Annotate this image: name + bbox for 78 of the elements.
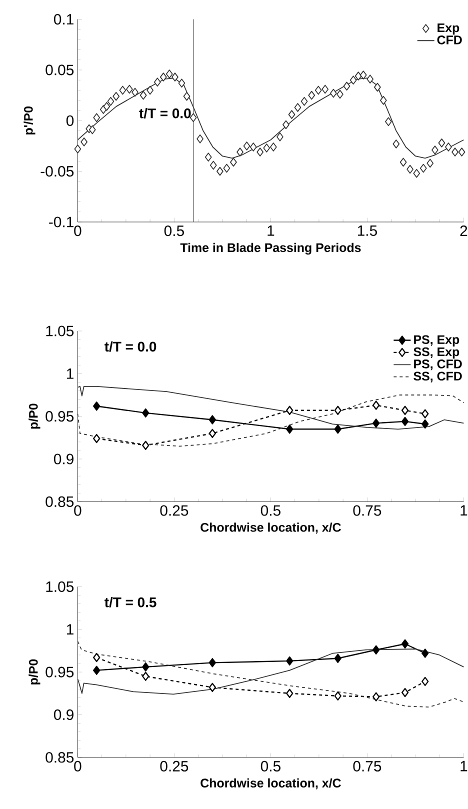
x-tick-label: 1 — [460, 760, 468, 772]
y-tick-label: 0.1 — [54, 14, 74, 25]
point — [422, 409, 429, 418]
point — [93, 666, 100, 675]
legend-label: PS, CFD — [414, 360, 462, 370]
point — [422, 648, 429, 658]
point — [334, 654, 342, 663]
y-axis-title: p/P0 — [28, 659, 40, 684]
point — [422, 676, 429, 686]
y-tick-label: 0.85 — [46, 752, 74, 763]
point — [286, 406, 294, 415]
x-tick-label: 1.5 — [358, 226, 377, 236]
y-tick-label: 0.85 — [46, 496, 74, 507]
point — [401, 639, 409, 648]
y-tick-label: 0.05 — [46, 64, 74, 76]
point — [93, 652, 100, 662]
y-tick-label: 0.9 — [54, 709, 74, 720]
y-axis-title: p'/P0 — [24, 106, 36, 134]
point — [372, 645, 380, 654]
x-axis-title: Time in Blade Passing Periods — [180, 242, 361, 255]
point — [401, 406, 409, 415]
x-tick-label: 0.25 — [160, 505, 188, 516]
annotation: t/T = 0.0 — [104, 341, 156, 352]
point — [372, 692, 380, 702]
x-tick-label: 0.5 — [164, 226, 184, 236]
point — [372, 400, 380, 410]
y-tick-label: 0.95 — [46, 411, 74, 422]
y-tick-label: 0.95 — [46, 666, 74, 678]
x-tick-label: 0 — [74, 760, 82, 772]
point — [334, 691, 342, 701]
y-tick-label: 1 — [67, 368, 74, 379]
point — [142, 408, 150, 418]
point — [422, 419, 429, 429]
x-tick-label: 0 — [74, 226, 82, 236]
x-tick-label: 0.75 — [353, 760, 382, 772]
point — [142, 440, 150, 450]
legend-label: SS, Exp — [414, 347, 460, 359]
line-series — [77, 640, 464, 708]
point — [142, 662, 150, 672]
point — [334, 424, 342, 434]
point — [208, 428, 216, 438]
y-tick-label: 1.05 — [46, 326, 74, 336]
annotation: t/T = 0.5 — [104, 597, 156, 608]
y-axis-title: p/P0 — [28, 404, 40, 429]
point — [401, 688, 409, 698]
x-tick-label: 0.5 — [260, 760, 280, 772]
point — [93, 402, 100, 411]
y-tick-label: 0.9 — [54, 454, 74, 464]
legend-label: CFD — [437, 36, 462, 44]
legend-label: SS, CFD — [414, 372, 462, 382]
x-tick-label: 0.25 — [160, 760, 188, 772]
annotation: t/T = 0.0 — [139, 108, 191, 118]
point — [286, 424, 294, 434]
point — [93, 434, 100, 444]
x-tick-label: 2 — [460, 226, 468, 236]
point — [286, 656, 294, 666]
x-tick-label: 1 — [268, 226, 274, 236]
point — [372, 418, 380, 428]
point — [142, 672, 150, 681]
point — [208, 682, 216, 692]
x-tick-label: 0.5 — [260, 505, 280, 516]
legend-label: Exp — [438, 23, 460, 35]
y-tick-label: -0.05 — [40, 166, 74, 177]
legend-label: PS, Exp — [414, 335, 460, 346]
y-tick-label: -0.1 — [49, 216, 74, 228]
x-axis-title: Chordwise location, x/C — [200, 778, 341, 790]
x-tick-label: 0 — [74, 505, 82, 516]
point — [208, 658, 216, 668]
x-tick-label: 0.75 — [353, 505, 382, 516]
point — [334, 406, 342, 415]
point — [286, 688, 294, 698]
y-tick-label: 0 — [66, 115, 74, 126]
y-tick-label: 1.05 — [46, 581, 74, 592]
x-tick-label: 1 — [460, 505, 468, 516]
point — [401, 416, 409, 426]
point — [208, 415, 216, 424]
y-tick-label: 1 — [67, 624, 74, 635]
x-axis-title: Chordwise location, x/C — [200, 522, 341, 534]
